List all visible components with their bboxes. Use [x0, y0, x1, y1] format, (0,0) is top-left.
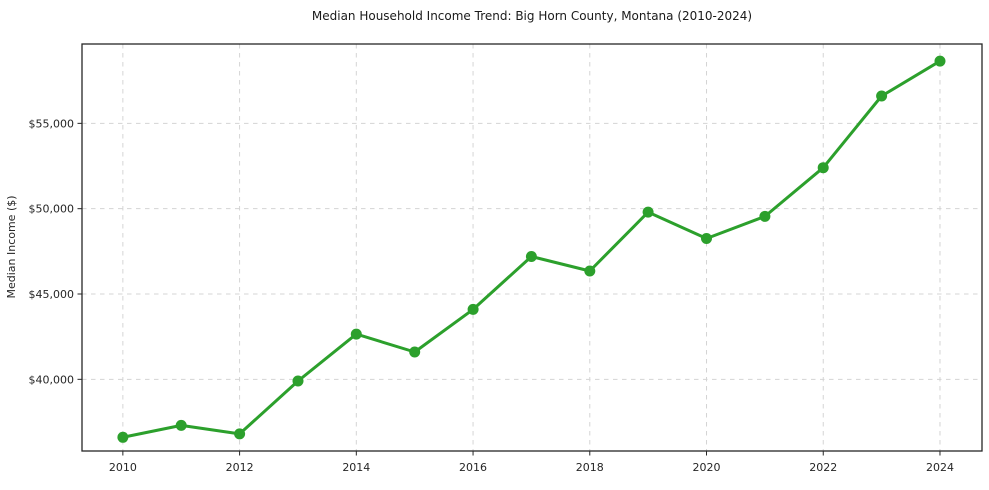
data-point-marker [584, 265, 596, 277]
data-point-marker [759, 210, 771, 222]
data-point-marker [817, 162, 829, 174]
data-point-marker [292, 375, 304, 387]
x-tick-label: 2014 [342, 461, 370, 474]
data-point-marker [934, 55, 946, 67]
plot-border [81, 43, 983, 452]
x-tick-label: 2024 [926, 461, 954, 474]
y-axis-label: Median Income ($) [5, 195, 18, 298]
income-trend-line [121, 59, 942, 439]
y-tick-label: $45,000 [29, 288, 75, 301]
data-point-marker [467, 303, 479, 315]
data-point-marker [876, 90, 888, 102]
axes: 2010 2012 2014 2016 2018 2020 2022 2024 $40,000 $… [29, 43, 983, 474]
gridlines [82, 44, 982, 451]
y-tick-label: $40,000 [29, 373, 75, 386]
data-point-marker [117, 431, 129, 443]
data-point-marker [642, 206, 654, 218]
chart-title: Median Household Income Trend: Big Horn … [312, 9, 752, 23]
median-income-series [117, 55, 946, 443]
data-point-marker [175, 419, 187, 431]
x-tick-label: 2020 [693, 461, 721, 474]
x-tick-label: 2012 [226, 461, 254, 474]
data-point-marker [525, 251, 537, 262]
x-tick-label: 2016 [459, 461, 487, 474]
y-tick-label: $55,000 [29, 117, 75, 130]
x-tick-label: 2022 [809, 461, 837, 474]
data-point-marker [350, 328, 362, 340]
data-point-marker [234, 428, 246, 440]
x-tick-label: 2018 [576, 461, 604, 474]
y-tick-label: $50,000 [29, 203, 75, 216]
data-point-marker [409, 346, 421, 358]
data-point-marker [701, 233, 712, 244]
x-tick-label: 2010 [109, 461, 137, 474]
